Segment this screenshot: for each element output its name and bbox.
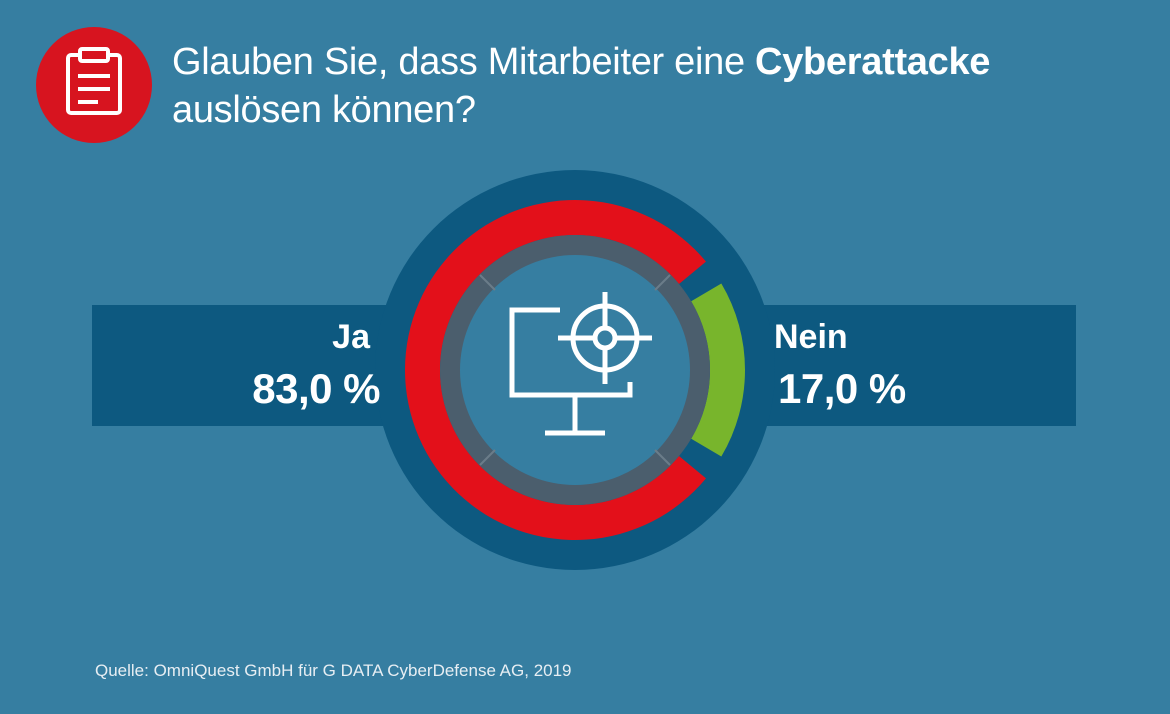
page-title: Glauben Sie, dass Mitarbeiter eine Cyber… [172, 38, 1132, 134]
value-nein: 17,0 % [778, 365, 906, 412]
monitor-target-icon [509, 292, 652, 436]
label-ja: Ja [332, 318, 370, 356]
clipboard-badge [36, 27, 152, 143]
label-nein: Nein [774, 318, 848, 356]
title-part2: auslösen können? [172, 89, 476, 131]
donut-slice-ja [405, 200, 706, 540]
donut-slice-nein [691, 283, 746, 457]
clipboard-icon [66, 47, 122, 115]
title-part1: Glauben Sie, dass Mitarbeiter eine [172, 41, 756, 83]
source-note: Quelle: OmniQuest GmbH für G DATA CyberD… [95, 661, 572, 680]
ring-ticks [479, 274, 671, 466]
value-ja: 83,0 % [252, 365, 380, 412]
title-bold: Cyberattacke [755, 41, 991, 83]
